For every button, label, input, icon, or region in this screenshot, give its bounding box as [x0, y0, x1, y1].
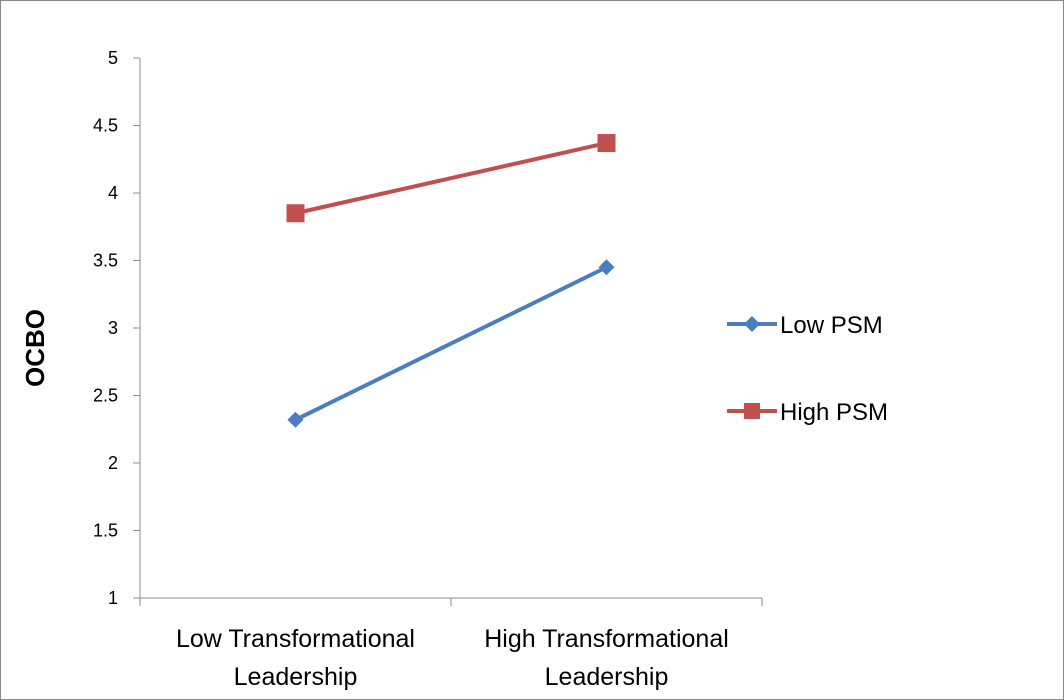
- legend-marker-high-psm: [744, 403, 760, 419]
- y-tick-label: 4.5: [93, 116, 118, 136]
- x-category-label: Low Transformational Leadership: [176, 625, 415, 691]
- legend-label-low-psm: Low PSM: [780, 312, 883, 339]
- x-category-label: High Transformational Leadership: [484, 625, 729, 691]
- series-line-high-psm: [295, 141, 607, 216]
- y-tick-label: 4: [108, 183, 118, 203]
- y-tick-label: 2.5: [93, 386, 118, 406]
- legend-marker-low-psm: [744, 316, 760, 332]
- data-point-high-psm: [597, 134, 616, 153]
- data-point-high-psm: [286, 204, 305, 223]
- y-tick-label: 2: [108, 453, 118, 473]
- y-tick-label: 3: [108, 318, 118, 338]
- legend-label-high-psm: High PSM: [780, 399, 888, 426]
- data-point-low-psm: [287, 411, 304, 428]
- data-point-low-psm: [598, 259, 615, 276]
- y-tick-label: 1: [108, 588, 118, 608]
- y-tick-label: 3.5: [93, 251, 118, 271]
- series-line-low-psm: [294, 265, 608, 422]
- y-tick-label: 1.5: [93, 521, 118, 541]
- y-axis-label: OCBO: [20, 309, 50, 387]
- y-tick-label: 5: [108, 48, 118, 68]
